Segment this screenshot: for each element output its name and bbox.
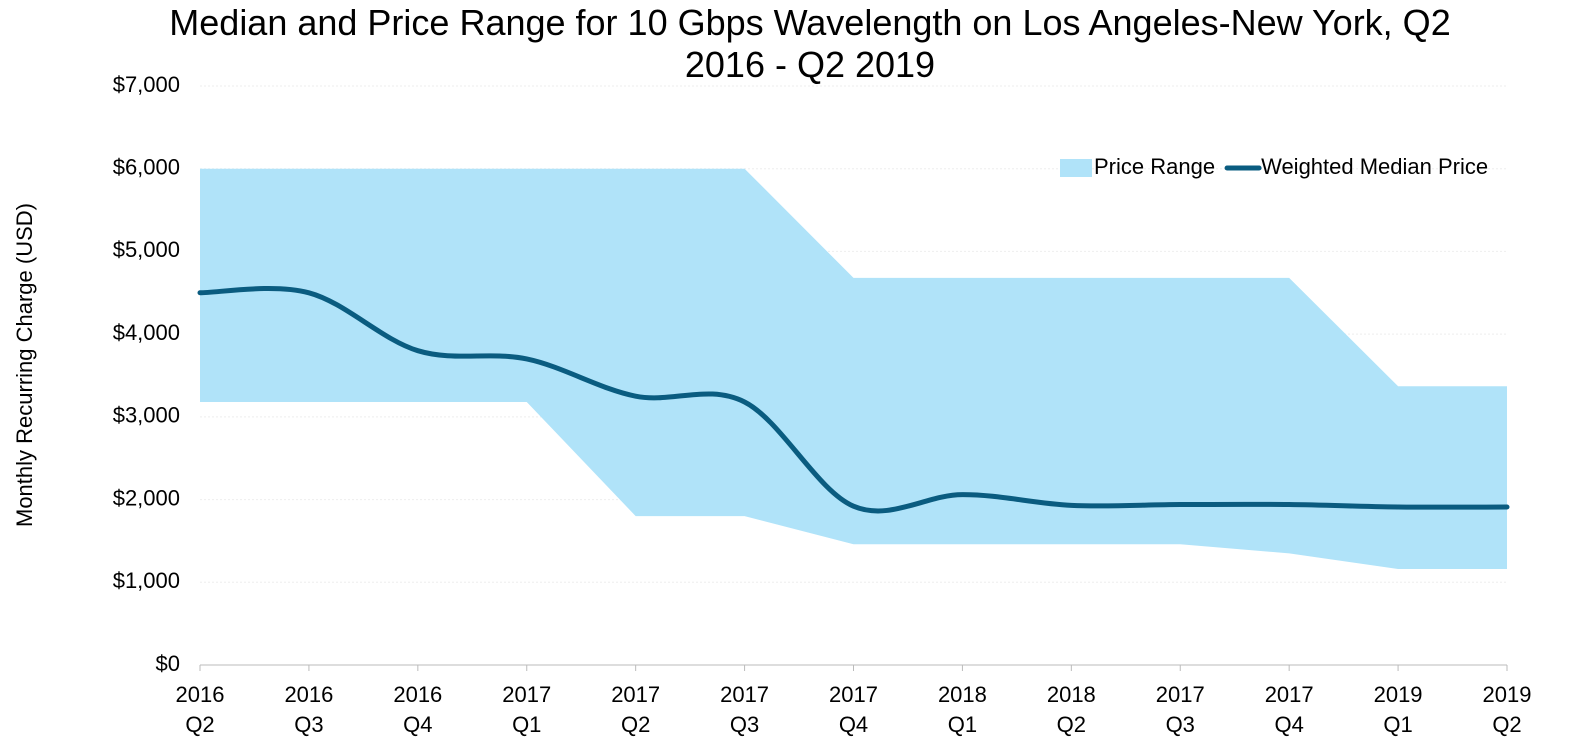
y-tick-label: $1,000 (113, 568, 180, 593)
price-range-area (200, 168, 1507, 570)
x-tick-label: 2018 (938, 682, 987, 707)
median-line (197, 286, 1510, 514)
x-tick-label: 2017 (829, 682, 878, 707)
x-tick-label: Q2 (1492, 712, 1521, 737)
x-tick-label: Q3 (294, 712, 323, 737)
x-tick-label: Q2 (1057, 712, 1086, 737)
y-tick-label: $0 (156, 651, 180, 676)
x-tick-label: Q1 (1383, 712, 1412, 737)
x-tick-label: 2017 (1265, 682, 1314, 707)
x-tick-label: 2017 (611, 682, 660, 707)
x-tick-label: Q2 (621, 712, 650, 737)
y-tick-label: $4,000 (113, 320, 180, 345)
x-tick-label: 2019 (1374, 682, 1423, 707)
x-tick-label: Q1 (512, 712, 541, 737)
x-tick-label: 2017 (720, 682, 769, 707)
y-axis-label: Monthly Recurring Charge (USD) (12, 203, 37, 527)
x-tick-label: 2016 (284, 682, 333, 707)
x-tick-label: 2016 (176, 682, 225, 707)
legend-label: Weighted Median Price (1261, 154, 1488, 179)
y-tick-label: $2,000 (113, 485, 180, 510)
x-tick-label: Q1 (948, 712, 977, 737)
x-tick-label: Q4 (839, 712, 868, 737)
legend-label: Price Range (1094, 154, 1215, 179)
x-tick-label: 2017 (1156, 682, 1205, 707)
y-tick-label: $3,000 (113, 403, 180, 428)
y-tick-label: $5,000 (113, 237, 180, 262)
y-tick-label: $6,000 (113, 155, 180, 180)
x-tick-label: Q4 (403, 712, 432, 737)
y-tick-label: $7,000 (113, 72, 180, 97)
legend-swatch (1060, 159, 1092, 177)
x-tick-label: Q3 (1166, 712, 1195, 737)
x-tick-label: Q2 (185, 712, 214, 737)
x-tick-label: 2018 (1047, 682, 1096, 707)
x-tick-label: Q3 (730, 712, 759, 737)
x-tick-label: 2019 (1483, 682, 1532, 707)
x-tick-label: Q4 (1274, 712, 1303, 737)
x-tick-label: 2016 (393, 682, 442, 707)
x-tick-label: 2017 (502, 682, 551, 707)
chart-title: Median and Price Range for 10 Gbps Wavel… (169, 2, 1451, 85)
